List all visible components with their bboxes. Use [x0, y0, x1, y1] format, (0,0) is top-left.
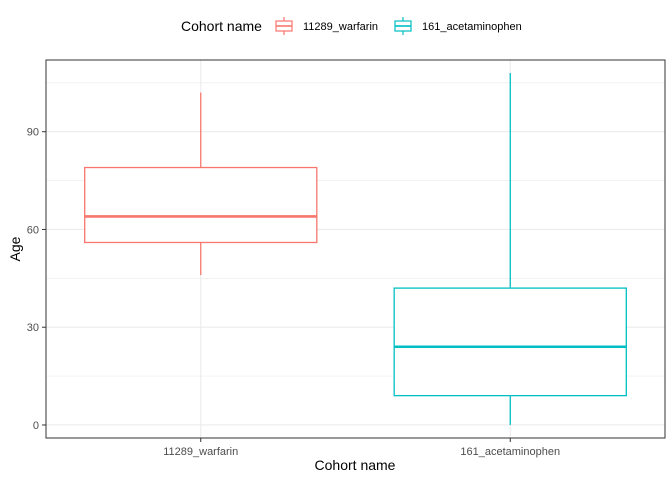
y-tick-label: 0: [33, 420, 39, 432]
legend-label-0: 11289_warfarin: [303, 21, 378, 33]
x-tick-label: 161_acetaminophen: [460, 446, 560, 458]
plot-panel-border: [45, 59, 666, 439]
x-axis: 11289_warfarin 161_acetaminophen: [163, 438, 560, 458]
legend-label-1: 161_acetaminophen: [422, 21, 522, 33]
boxes: [84, 73, 627, 425]
legend-item-0: 11289_warfarin: [275, 17, 378, 35]
y-axis-title: Age: [7, 236, 23, 261]
y-tick-label: 90: [27, 127, 39, 139]
y-axis: 0 30 60 90: [27, 127, 46, 432]
legend-key-1: [394, 17, 412, 35]
y-tick-label: 60: [27, 224, 39, 236]
box-11289_warfarin: [84, 92, 318, 276]
box-161_acetaminophen: [393, 73, 627, 425]
legend-key-0: [275, 17, 293, 35]
x-axis-title: Cohort name: [315, 457, 396, 473]
legend: Cohort name 11289_warfarin 161_acetamino…: [181, 17, 522, 35]
legend-item-1: 161_acetaminophen: [394, 17, 522, 35]
legend-title: Cohort name: [181, 18, 262, 34]
x-tick-label: 11289_warfarin: [163, 446, 238, 458]
y-tick-label: 30: [27, 322, 39, 334]
box-iqr: [84, 166, 318, 244]
box-iqr: [393, 287, 627, 397]
